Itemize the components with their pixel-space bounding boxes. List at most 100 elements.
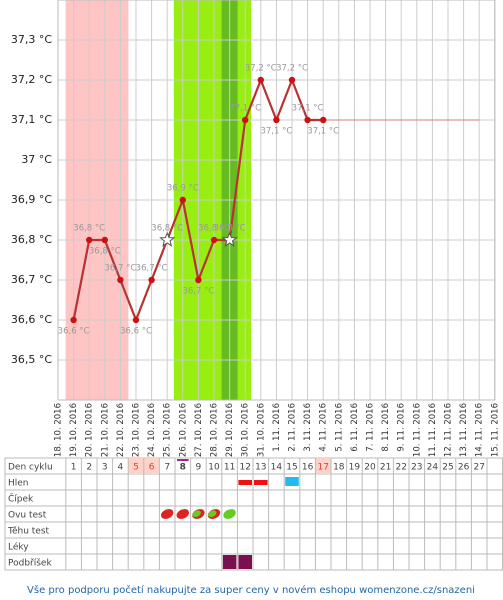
value-label: 36,8 °C [89,247,121,257]
abdomen-mark [222,555,237,569]
point [179,196,186,204]
value-label: 37,1 °C [307,127,339,137]
ovu-leaf-top [192,510,201,518]
x-tick-label: 20. 10. 2016 [85,403,95,457]
x-tick-label: 26. 10. 2016 [178,403,188,457]
point [320,116,327,124]
x-tick-label: 27. 10. 2016 [194,403,204,457]
value-label: 36,8 °C [73,224,105,234]
day-marker [177,459,189,461]
value-label: 36,7 °C [182,287,214,297]
y-tick-label: 36,7 °C [11,273,52,286]
x-tick-label: 9. 11. 2016 [397,403,407,452]
cycle-day: 26 [458,463,470,473]
x-tick-label: 30. 10. 2016 [241,403,251,457]
footer: Vše pro podporu početí nakupujte za supe… [27,584,475,596]
y-tick-label: 36,5 °C [11,353,52,366]
mucus-mark [254,480,268,485]
value-label: 36,6 °C [120,327,152,337]
cycle-day: 4 [118,463,124,473]
cycle-day: 14 [271,463,283,473]
row-label: Den cyklu [8,463,53,473]
x-tick-label: 19. 10. 2016 [69,403,79,457]
value-label: 36,8 °C [198,224,230,234]
cycle-day: 1 [71,463,77,473]
row-label: Čípek [8,493,34,505]
value-label: 36,7 °C [136,264,168,274]
point [273,116,280,124]
x-tick-label: 1. 11. 2016 [272,403,282,452]
cycle-day: 16 [302,463,314,473]
x-tick-label: 10. 11. 2016 [412,403,422,457]
row-label: Léky [8,542,29,553]
cycle-day: 2 [86,463,92,473]
cycle-day: 18 [333,463,345,473]
row-label: Hlen [8,479,29,489]
abdomen-mark [238,555,252,569]
point [242,116,249,124]
x-tick-label: 3. 11. 2016 [303,403,313,452]
row-label: Podbříšek [8,558,52,569]
star-point [159,231,176,247]
point [304,116,311,124]
star-point [221,231,238,247]
cycle-day: 12 [239,463,250,473]
point [288,76,296,84]
cycle-day: 22 [395,463,406,473]
x-tick-label: 18. 10. 2016 [54,403,64,457]
x-tick-label: 23. 10. 2016 [132,403,142,457]
day-highlight [128,458,144,474]
cycle-day: 20 [364,463,376,473]
cycle-day: 7 [164,463,170,473]
cycle-day: 10 [208,463,220,473]
cycle-day: 6 [149,463,155,473]
ovu-leaf-top [207,510,217,518]
row-label: Těhu test [7,527,50,537]
x-tick-label: 22. 10. 2016 [116,403,126,457]
x-tick-label: 28. 10. 2016 [210,403,220,457]
day-highlight [315,458,331,474]
y-tick-label: 36,6 °C [11,313,52,326]
value-label: 36,7 °C [104,264,136,274]
cycle-day: 17 [317,463,328,473]
row-bg [4,473,503,491]
row-bg [4,521,503,539]
value-label: 36,6 °C [58,327,90,337]
ovu-leaf-top [223,510,233,518]
x-tick-label: 6. 11. 2016 [350,403,360,452]
cycle-day: 5 [133,463,139,473]
y-tick-label: 37 °C [21,153,52,166]
x-tick-label: 4. 11. 2016 [319,403,329,452]
row-bg [4,505,503,523]
x-tick-label: 7. 11. 2016 [366,403,376,452]
y-tick-label: 37,1 °C [11,113,52,126]
row-bg [4,537,503,555]
point [132,316,140,324]
value-label: 36,8 °C [151,224,183,234]
mucus-mark [285,477,299,486]
x-tick-label: 11. 11. 2016 [428,403,438,457]
cycle-day: 15 [286,463,297,473]
y-tick-label: 36,9 °C [11,193,52,206]
point [86,236,93,244]
cycle-day: 23 [411,463,422,473]
cycle-day: 25 [442,463,453,473]
cycle-day: 11 [224,463,235,473]
value-label: 37,1 °C [292,104,324,114]
day-highlight [143,458,160,474]
x-tick-label: 29. 10. 2016 [225,403,235,457]
value-label: 36,9 °C [167,184,199,194]
point [257,76,264,84]
row-bg [4,553,503,571]
x-tick-label: 15. 11. 2016 [490,403,500,457]
cycle-day: 8 [180,463,186,473]
point [210,236,218,244]
value-label: 37,2 °C [245,64,277,74]
x-tick-label: 21. 10. 2016 [100,403,110,457]
row-label: Ovu test [8,511,47,521]
point [70,316,77,324]
x-tick-label: 5. 11. 2016 [334,403,344,452]
cycle-day: 13 [255,463,266,473]
ovu-leaf-top [161,510,170,518]
